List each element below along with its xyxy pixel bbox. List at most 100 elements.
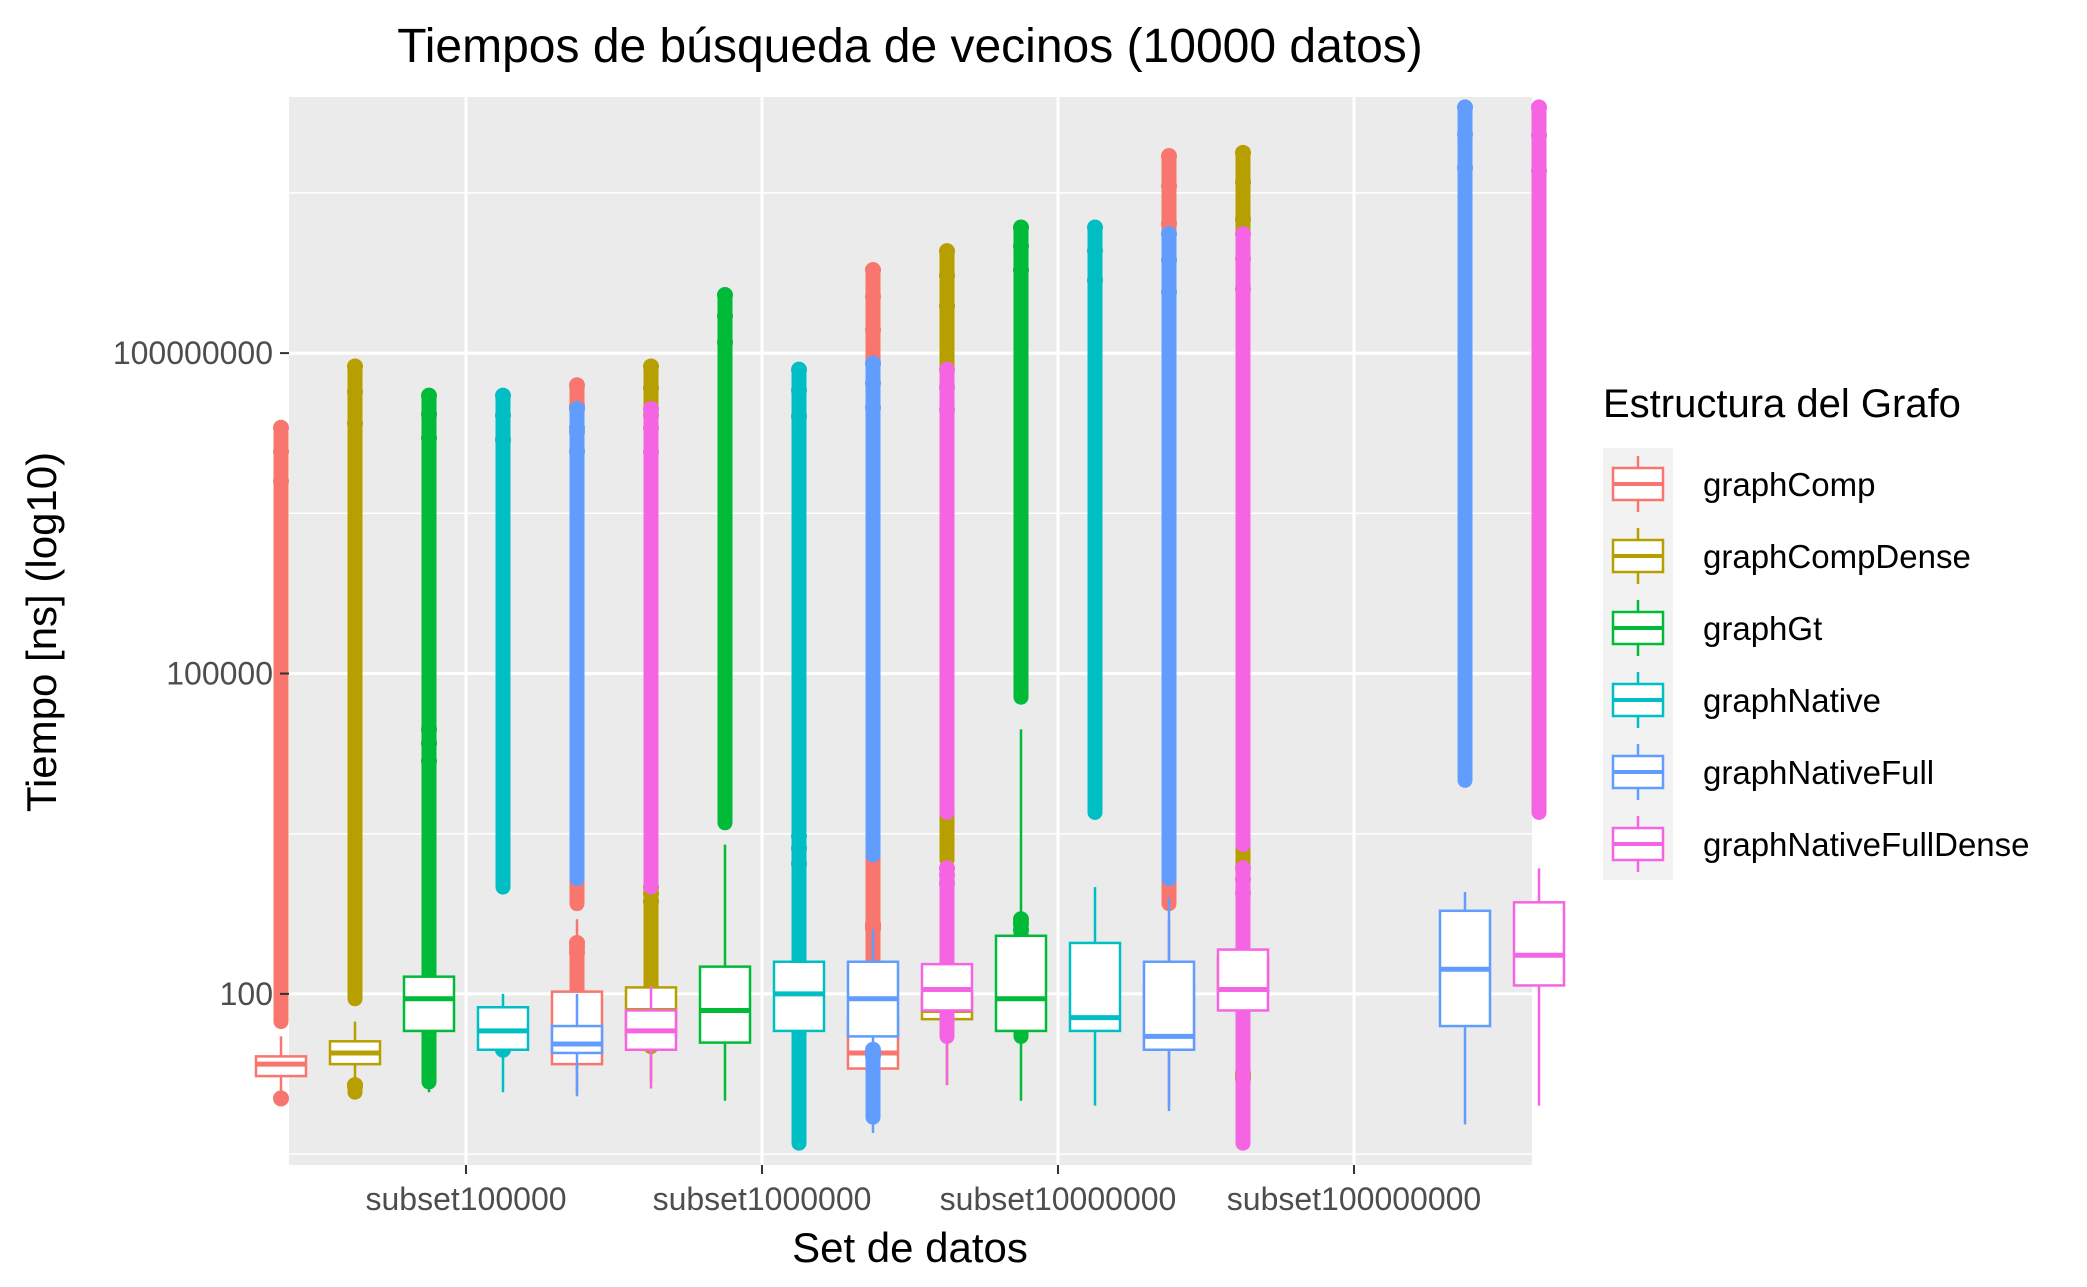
outlier-point	[1531, 162, 1547, 179]
x-tick-label: subset1000000	[653, 1181, 872, 1217]
legend-item-graphComp: graphComp	[1611, 456, 1875, 512]
outlier-point	[717, 286, 733, 303]
box-iqr	[1512, 901, 1566, 987]
box-graphNative-subset10000000	[1068, 219, 1122, 1106]
outlier-point	[1235, 281, 1251, 298]
box-graphNativeFull-subset1000000	[846, 355, 900, 1133]
outlier-point	[421, 406, 437, 423]
outlier-point	[495, 387, 511, 404]
outlier-point	[1531, 99, 1547, 116]
box-graphNativeFull-subset100000	[550, 400, 604, 1097]
outlier-point	[939, 297, 955, 314]
legend-label: graphComp	[1703, 466, 1875, 503]
box-graphNativeFullDense-subset100000000	[1512, 99, 1566, 1106]
outlier-point	[273, 473, 289, 490]
box-graphNative-subset1000000	[772, 361, 826, 1151]
outlier-point	[643, 420, 659, 437]
outlier-point	[1087, 242, 1103, 259]
legend-items: graphComp graphCompDense graphGt graphNativ…	[1603, 448, 2030, 880]
box-graphCompDense-subset100000	[328, 358, 382, 1100]
boxes	[254, 99, 1566, 1151]
outlier-point	[1013, 238, 1029, 255]
legend-item-graphNativeFullDense: graphNativeFullDense	[1611, 816, 2030, 872]
y-tick-label: 100000000	[113, 335, 273, 371]
outlier-point	[939, 361, 955, 378]
outlier-point	[1235, 860, 1251, 877]
box-graphNativeFullDense-subset10000000	[1216, 226, 1270, 1151]
outlier-point	[643, 380, 659, 397]
box-graphNativeFull-subset100000000	[1438, 99, 1492, 1125]
outlier-point	[569, 400, 585, 417]
outlier-point	[865, 375, 881, 392]
outlier-point	[1087, 219, 1103, 236]
outlier-point	[865, 1047, 881, 1064]
outlier-point	[643, 893, 659, 910]
outlier-point	[643, 443, 659, 460]
y-axis-title: Tiempo [ns] (log10)	[18, 452, 65, 812]
box-graphNative-subset100000	[476, 387, 530, 1093]
box-iqr	[994, 934, 1048, 1033]
outlier-point	[347, 1077, 363, 1094]
outlier-point	[939, 379, 955, 396]
outlier-point	[865, 321, 881, 338]
legend: Estructura del Grafo graphComp graphCompD…	[1603, 382, 2030, 880]
outlier-point	[1161, 177, 1177, 194]
outlier-point	[1457, 126, 1473, 143]
outlier-point	[1013, 921, 1029, 938]
legend-item-graphCompDense: graphCompDense	[1611, 528, 1971, 584]
box-graphComp-subset100000	[254, 419, 308, 1107]
box-iqr	[698, 965, 752, 1044]
outlier-point	[421, 721, 437, 738]
legend-title: Estructura del Grafo	[1603, 382, 1961, 426]
outlier-point	[421, 735, 437, 752]
legend-label: graphCompDense	[1703, 538, 1971, 575]
legend-item-graphNativeFull: graphNativeFull	[1611, 744, 1934, 800]
outlier-point	[273, 419, 289, 436]
outlier-point	[865, 920, 881, 937]
outlier-point	[495, 431, 511, 448]
box-graphGt-subset100000	[402, 387, 456, 1093]
chart-title: Tiempos de búsqueda de vecinos (10000 da…	[397, 20, 1423, 73]
outlier-point	[495, 407, 511, 424]
outlier-point	[791, 828, 807, 845]
y-axis-ticks: 100 100000 100000000	[113, 335, 289, 1012]
box-graphNativeFull-subset10000000	[1142, 226, 1196, 1112]
outlier-point	[1013, 261, 1029, 278]
legend-label: graphNative	[1703, 682, 1881, 719]
outlier-point	[273, 1090, 289, 1107]
x-tick-label: subset100000000	[1227, 1181, 1481, 1217]
outlier-point	[791, 855, 807, 872]
outlier-point	[1457, 99, 1473, 116]
outlier-point	[865, 399, 881, 416]
outlier-point	[1235, 211, 1251, 228]
plot-panel	[289, 97, 1532, 1165]
outlier-point	[865, 288, 881, 305]
box-graphGt-subset1000000	[698, 286, 752, 1101]
outlier-point	[1531, 127, 1547, 144]
outlier-point	[939, 875, 955, 892]
outlier-point	[1235, 144, 1251, 161]
x-tick-label: subset100000	[365, 1181, 566, 1217]
legend-key-background	[1603, 448, 1673, 880]
outlier-point	[1161, 251, 1177, 268]
outlier-point	[347, 415, 363, 432]
outlier-point	[643, 400, 659, 417]
outlier-point	[421, 753, 437, 770]
box-graphNativeFullDense-subset1000000	[920, 361, 974, 1086]
outlier-point	[865, 355, 881, 372]
outlier-point	[347, 383, 363, 400]
outlier-point	[1087, 272, 1103, 289]
outlier-point	[643, 358, 659, 375]
legend-label: graphNativeFullDense	[1703, 826, 2030, 863]
outlier-point	[1235, 871, 1251, 888]
outlier-point	[1235, 885, 1251, 902]
outlier-point	[1235, 250, 1251, 267]
outlier-point	[791, 382, 807, 399]
outlier-point	[1457, 159, 1473, 176]
outlier-point	[791, 840, 807, 857]
outlier-point	[1161, 284, 1177, 301]
legend-label: graphNativeFull	[1703, 754, 1934, 791]
outlier-point	[717, 308, 733, 325]
outlier-point	[939, 243, 955, 260]
y-tick-label: 100000	[166, 656, 273, 692]
